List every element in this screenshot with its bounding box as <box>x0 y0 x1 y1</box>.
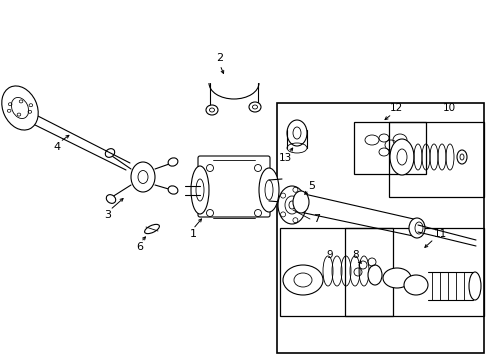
Ellipse shape <box>408 218 424 238</box>
Ellipse shape <box>382 268 410 288</box>
Ellipse shape <box>205 105 218 115</box>
Ellipse shape <box>248 102 261 112</box>
Text: 8: 8 <box>352 250 359 260</box>
Ellipse shape <box>168 158 178 166</box>
Text: 5: 5 <box>308 181 315 191</box>
Ellipse shape <box>2 86 38 130</box>
Text: 1: 1 <box>189 229 196 239</box>
Text: 4: 4 <box>53 142 61 152</box>
Ellipse shape <box>292 191 308 213</box>
Ellipse shape <box>278 186 305 224</box>
Ellipse shape <box>286 120 306 146</box>
Bar <box>345 228 483 316</box>
FancyBboxPatch shape <box>198 156 269 217</box>
Ellipse shape <box>191 166 208 214</box>
Ellipse shape <box>389 139 413 175</box>
Bar <box>276 103 483 353</box>
Ellipse shape <box>468 272 480 300</box>
Ellipse shape <box>259 168 279 212</box>
Text: 12: 12 <box>388 103 402 113</box>
Ellipse shape <box>403 275 427 295</box>
Ellipse shape <box>144 224 159 234</box>
Text: 9: 9 <box>326 250 333 260</box>
Ellipse shape <box>106 195 116 203</box>
Text: 13: 13 <box>278 153 291 163</box>
Ellipse shape <box>456 150 466 164</box>
Ellipse shape <box>367 265 381 285</box>
Text: 11: 11 <box>432 229 446 239</box>
Text: 2: 2 <box>216 53 223 63</box>
Ellipse shape <box>168 186 178 194</box>
Text: 6: 6 <box>136 242 143 252</box>
Ellipse shape <box>131 162 155 192</box>
Bar <box>280 228 392 316</box>
Ellipse shape <box>105 149 115 157</box>
Ellipse shape <box>283 265 323 295</box>
Bar <box>388 122 483 197</box>
Text: 7: 7 <box>313 214 320 224</box>
Bar <box>353 122 425 174</box>
Text: 10: 10 <box>442 103 455 113</box>
Text: 3: 3 <box>104 210 111 220</box>
